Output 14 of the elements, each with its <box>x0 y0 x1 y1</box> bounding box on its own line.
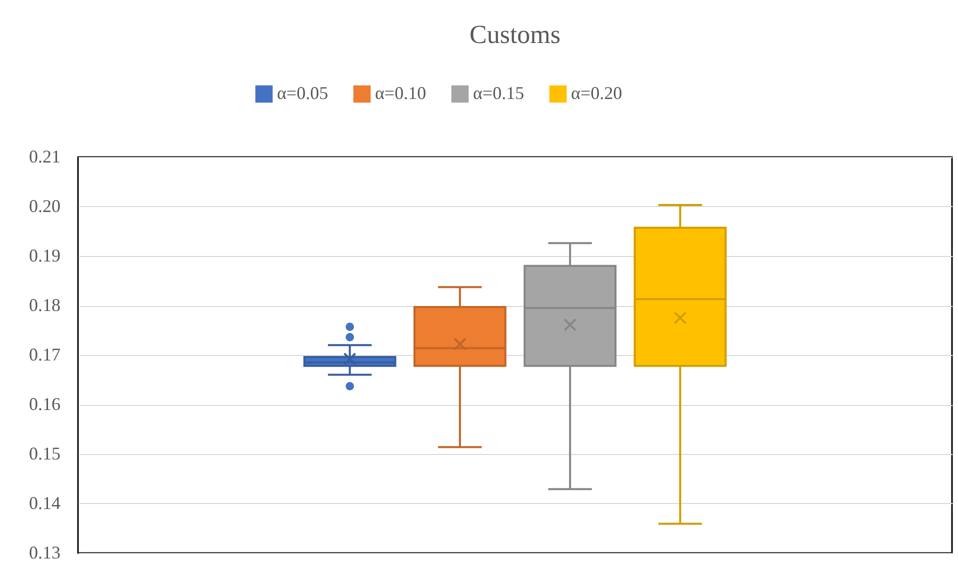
y-tick-label: 0.21 <box>29 146 60 166</box>
y-tick-label: 0.17 <box>29 344 60 364</box>
y-tick-label: 0.20 <box>29 196 60 216</box>
y-tick-label: 0.14 <box>29 493 60 513</box>
legend-label: α=0.05 <box>277 83 328 103</box>
y-tick-label: 0.16 <box>29 394 60 414</box>
chart-title: Customs <box>469 20 561 49</box>
y-tick-label: 0.13 <box>29 542 60 562</box>
legend-label: α=0.20 <box>571 83 622 103</box>
y-tick-label: 0.18 <box>29 295 60 315</box>
y-tick-label: 0.19 <box>29 246 60 266</box>
legend-label: α=0.10 <box>375 83 426 103</box>
legend-label: α=0.15 <box>473 83 524 103</box>
y-tick-label: 0.15 <box>29 444 60 464</box>
